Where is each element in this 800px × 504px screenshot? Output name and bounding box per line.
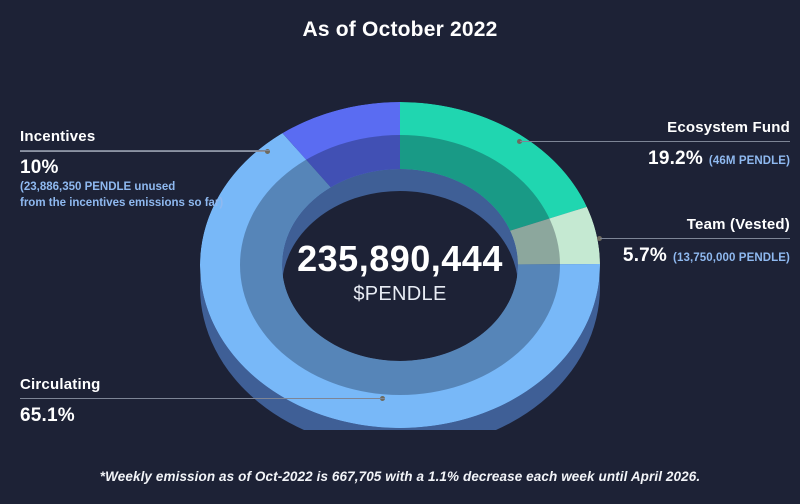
callout-incentives[interactable]: Incentives 10% (23,886,350 PENDLE unused… (20, 128, 270, 211)
callout-team-rule (600, 238, 790, 239)
callout-incentives-label: Incentives (20, 128, 96, 145)
leader-line-incentives (20, 151, 269, 152)
page-title: As of October 2022 (302, 18, 498, 41)
callout-ecosystem-amount: (46M PENDLE) (708, 155, 790, 167)
leader-dot-incentives (265, 149, 270, 154)
leader-dot-ecosystem (517, 139, 522, 144)
callout-team-label: Team (Vested) (686, 216, 790, 233)
callout-circulating[interactable]: Circulating 65.1% (20, 376, 385, 427)
callout-team-amount: (13,750,000 PENDLE) (673, 252, 790, 264)
callout-incentives-percent: 10% (20, 157, 59, 178)
leader-dot-team (597, 236, 602, 241)
callout-ecosystem-fund[interactable]: Ecosystem Fund 19.2% (46M PENDLE) (520, 119, 790, 170)
callout-circulating-percent: 65.1% (20, 405, 75, 426)
callout-incentives-note: (23,886,350 PENDLE unused from the incen… (20, 181, 224, 209)
footnote: *Weekly emission as of Oct-2022 is 667,7… (99, 469, 701, 484)
callout-ecosystem-rule (520, 141, 790, 142)
callout-ecosystem-label: Ecosystem Fund (667, 119, 790, 136)
callout-circulating-rule (20, 398, 385, 399)
callout-ecosystem-percent: 19.2% (648, 148, 703, 169)
callout-team-percent: 5.7% (622, 245, 668, 266)
callout-circulating-label: Circulating (20, 376, 101, 393)
callout-team-vested[interactable]: Team (Vested) 5.7% (13,750,000 PENDLE) (600, 216, 790, 267)
donut-chart-svg (200, 102, 601, 430)
donut-chart (195, 100, 605, 430)
callout-incentives-rule (20, 150, 270, 151)
